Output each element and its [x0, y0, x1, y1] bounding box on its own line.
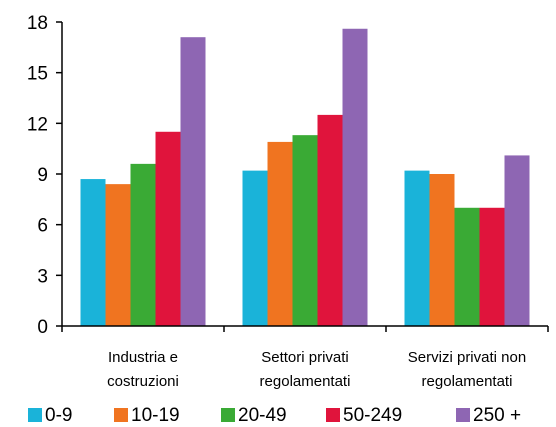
- bar-industria-250: [180, 37, 206, 326]
- bar-settori-09: [242, 170, 268, 326]
- y-tick-label: 12: [27, 114, 48, 135]
- y-tick-label: 9: [37, 165, 48, 186]
- bar-servizi-2049: [454, 207, 480, 326]
- legend: 0-9 10-19 20-49 50-249 250 +: [28, 405, 521, 426]
- legend-label: 250 +: [473, 405, 521, 426]
- category-label: Industria e: [108, 349, 178, 366]
- bar-industria-50249: [155, 131, 181, 326]
- category-label: regolamentati: [422, 373, 513, 390]
- y-ticks-group: 0 3 6 9 12 15 18: [27, 13, 62, 338]
- legend-swatch: [456, 408, 470, 422]
- legend-swatch: [326, 408, 340, 422]
- y-tick-label: 3: [37, 266, 48, 287]
- legend-swatch: [28, 408, 42, 422]
- legend-label: 20-49: [238, 405, 287, 426]
- bars-group: [80, 28, 530, 327]
- bar-servizi-250: [504, 155, 530, 326]
- legend-label: 10-19: [131, 405, 180, 426]
- x-ticks-group: [61, 326, 549, 332]
- y-tick-label: 15: [27, 64, 48, 85]
- y-tick-label: 18: [27, 13, 48, 34]
- bar-industria-2049: [130, 163, 156, 326]
- y-tick-label: 0: [37, 317, 48, 338]
- category-label: Settori privati: [261, 349, 349, 366]
- bar-settori-50249: [317, 114, 343, 326]
- legend-swatch: [221, 408, 235, 422]
- bar-servizi-1019: [429, 174, 455, 326]
- category-label: Servizi privati non: [408, 349, 526, 366]
- bar-settori-250: [342, 28, 368, 327]
- bar-settori-1019: [267, 141, 293, 326]
- bar-industria-1019: [105, 184, 131, 326]
- legend-label: 0-9: [45, 405, 72, 426]
- bar-industria-09: [80, 179, 106, 326]
- category-label: regolamentati: [260, 373, 351, 390]
- legend-label: 50-249: [343, 405, 402, 426]
- bar-servizi-09: [404, 170, 430, 326]
- legend-swatch: [114, 408, 128, 422]
- category-labels-group: Industria e costruzioni Settori privati reg…: [107, 349, 526, 390]
- bar-settori-2049: [292, 135, 318, 326]
- category-label: costruzioni: [107, 373, 179, 390]
- bar-servizi-50249: [479, 207, 505, 326]
- y-tick-label: 6: [37, 216, 48, 237]
